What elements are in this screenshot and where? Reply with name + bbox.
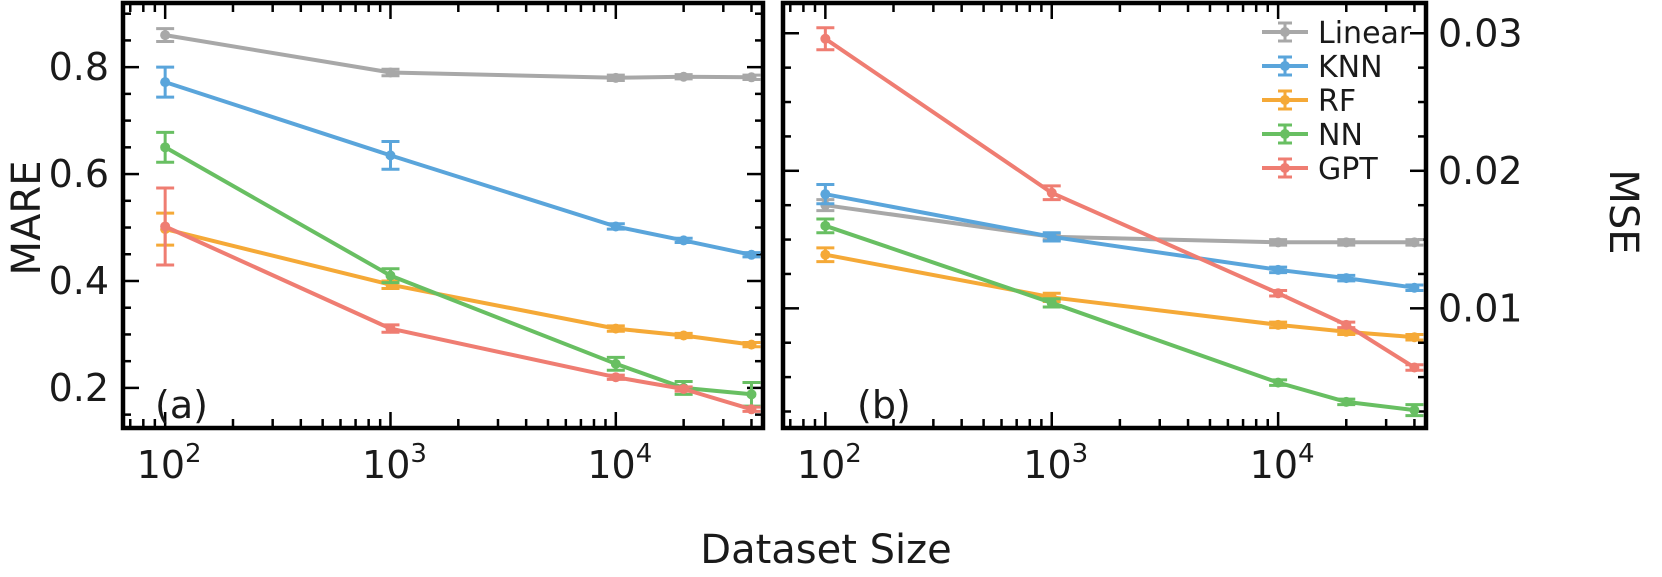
data-point xyxy=(610,72,621,83)
legend-swatch-marker xyxy=(1280,163,1290,173)
series-line xyxy=(164,80,752,257)
data-point xyxy=(1409,237,1420,248)
y-axis-label-left: MARE xyxy=(4,161,50,276)
data-point xyxy=(1273,264,1284,275)
data-point xyxy=(746,404,757,415)
legend-label: GPT xyxy=(1318,152,1378,187)
y-tick-label: 0.2 xyxy=(49,366,109,410)
data-point xyxy=(746,249,757,260)
data-point xyxy=(610,372,621,383)
series-line xyxy=(164,145,752,397)
legend-item-gpt: GPT xyxy=(1262,152,1378,187)
legend-swatch-marker xyxy=(1280,61,1290,71)
data-point xyxy=(1409,282,1420,293)
x-tick-label: 104 xyxy=(587,439,652,487)
data-point xyxy=(820,220,831,231)
series-gpt xyxy=(156,186,761,415)
legend-swatch-marker xyxy=(1280,27,1290,37)
y-tick-label: 0.03 xyxy=(1438,11,1523,55)
series-rf xyxy=(156,211,761,350)
data-point xyxy=(820,189,831,200)
panel-b-plot: 0.01 0.02 0.03 xyxy=(780,0,1523,431)
data-point xyxy=(1273,237,1284,248)
data-point xyxy=(1273,288,1284,299)
data-point xyxy=(385,150,396,161)
legend-item-rf: RF xyxy=(1262,84,1356,119)
legend-swatch-marker xyxy=(1280,129,1290,139)
data-point xyxy=(820,33,831,44)
series-line xyxy=(164,33,752,80)
data-point xyxy=(746,389,757,400)
legend-swatch-marker xyxy=(1280,95,1290,105)
x-tick-label: 103 xyxy=(362,439,427,487)
legend-item-nn: NN xyxy=(1262,118,1363,153)
panel-label-b: (b) xyxy=(857,383,911,427)
data-point xyxy=(1409,362,1420,373)
y-tick-label: 0.8 xyxy=(49,45,109,89)
data-point xyxy=(1046,231,1057,242)
x-tick-label: 104 xyxy=(1250,439,1315,487)
data-point xyxy=(1046,297,1057,308)
data-point xyxy=(1273,377,1284,388)
data-point xyxy=(678,330,689,341)
y-tick-label: 0.6 xyxy=(49,152,109,196)
panel-label-a: (a) xyxy=(155,383,208,427)
data-point xyxy=(385,323,396,334)
panel-a-plot: 0.2 0.4 0.6 0.8 xyxy=(49,0,766,431)
x-tick-label: 102 xyxy=(137,439,202,487)
data-point xyxy=(746,339,757,350)
series-knn xyxy=(816,183,1424,293)
data-point xyxy=(1341,396,1352,407)
legend-label: Linear xyxy=(1318,16,1412,51)
x-tick-label: 102 xyxy=(797,439,862,487)
data-point xyxy=(160,221,171,232)
data-point xyxy=(746,72,757,83)
data-point xyxy=(1341,326,1352,337)
series-nn xyxy=(156,130,761,408)
series-nn xyxy=(816,217,1424,418)
y-tick-label: 0.4 xyxy=(49,259,109,303)
data-point xyxy=(1409,332,1420,343)
data-point xyxy=(385,270,396,281)
data-point xyxy=(1046,187,1057,198)
legend-label: RF xyxy=(1318,84,1356,119)
plot-frame xyxy=(780,0,1429,431)
legend-label: KNN xyxy=(1318,50,1383,85)
series-line xyxy=(824,223,1415,413)
series-gpt xyxy=(816,26,1424,373)
series-linear xyxy=(156,27,761,83)
data-point xyxy=(678,71,689,82)
plot-frame xyxy=(120,0,766,431)
data-point xyxy=(160,30,171,41)
data-point xyxy=(678,383,689,394)
y-tick-label: 0.02 xyxy=(1438,149,1523,193)
data-point xyxy=(610,221,621,232)
data-point xyxy=(610,323,621,334)
legend-label: NN xyxy=(1318,118,1363,153)
x-tick-labels: 102 103 104 102 103 104 xyxy=(137,439,1315,487)
series-knn xyxy=(156,65,761,260)
y-axis-label-right: MSE xyxy=(1600,169,1646,254)
x-axis-label: Dataset Size xyxy=(700,527,951,573)
data-point xyxy=(1341,273,1352,284)
data-point xyxy=(1409,405,1420,416)
data-point xyxy=(1341,237,1352,248)
series-line xyxy=(164,227,752,347)
data-point xyxy=(610,358,621,369)
data-point xyxy=(385,67,396,78)
legend-item-linear: Linear xyxy=(1262,16,1412,51)
y-tick-label: 0.01 xyxy=(1438,286,1523,330)
x-tick-label: 103 xyxy=(1023,439,1088,487)
data-point xyxy=(160,142,171,153)
data-point xyxy=(160,77,171,88)
data-point xyxy=(678,235,689,246)
data-point xyxy=(1341,319,1352,330)
data-point xyxy=(820,249,831,260)
legend-item-knn: KNN xyxy=(1262,50,1383,85)
data-point xyxy=(1273,319,1284,330)
